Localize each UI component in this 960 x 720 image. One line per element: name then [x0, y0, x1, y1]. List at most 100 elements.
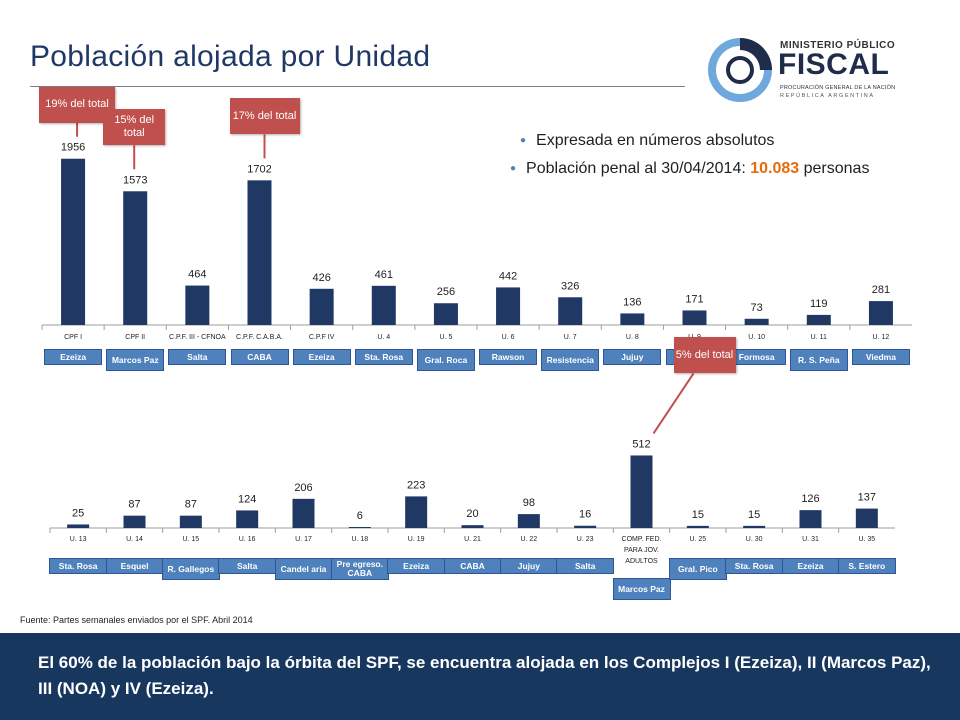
category-tick-label: U. 5 [440, 334, 453, 341]
bar-value-label: 442 [499, 270, 517, 282]
category-tick-label: PARA JOV. [624, 547, 659, 554]
location-box: Ezeiza [292, 349, 351, 365]
page-title: Población alojada por Unidad [30, 40, 431, 73]
location-box: Marcos Paz [106, 349, 165, 371]
location-box: Formosa [727, 349, 786, 365]
bar-value-label: 98 [523, 497, 535, 509]
bar-value-label: 119 [810, 298, 828, 310]
bar-u-9 [682, 310, 707, 325]
location-box: Ezeiza [387, 558, 446, 574]
bar-u-7 [558, 297, 583, 325]
title-divider [30, 86, 685, 87]
bar-u-6 [496, 287, 521, 325]
bar-u-19 [405, 496, 428, 528]
bar-value-label: 136 [623, 296, 641, 308]
location-box: Jujuy [603, 349, 662, 365]
location-box: Ezeiza [781, 558, 840, 574]
category-tick-label: U. 22 [520, 536, 537, 543]
location-box: Candel aria [274, 558, 333, 580]
percent-callout: 15% del total [103, 109, 166, 146]
bullet-dot-icon: ● [510, 163, 517, 175]
sun-emblem-icon [708, 38, 772, 102]
bar-value-label: 206 [294, 482, 312, 494]
location-box: Pre egreso. CABA [330, 558, 389, 580]
percent-callout: 5% del total [673, 337, 736, 374]
category-tick-label: U. 25 [689, 536, 706, 543]
bar-u-11 [806, 314, 831, 325]
bar-cpf-ii [123, 191, 148, 325]
callout-pointer [652, 372, 695, 435]
bar-u-8 [620, 313, 645, 325]
bar-value-label: 126 [801, 493, 819, 505]
bar-value-label: 1573 [123, 174, 147, 186]
bar-value-label: 137 [858, 492, 876, 504]
bar-u-35 [855, 508, 878, 528]
bullet-2-suffix: personas [803, 160, 870, 177]
bar-value-label: 464 [188, 269, 206, 281]
bar-u-5 [433, 303, 458, 325]
percent-callout: 19% del total [39, 86, 116, 123]
location-box: Gral. Pico [668, 558, 727, 580]
bar-c-p-f-iv [309, 288, 334, 325]
bar-value-label: 256 [437, 286, 455, 298]
bar-value-label: 281 [872, 284, 890, 296]
logo-line-2: FISCAL [778, 48, 890, 81]
bar-c-p-f-iii-cfnoa [185, 285, 210, 325]
bar-value-label: 15 [748, 509, 760, 521]
bullet-dot-icon: ● [520, 135, 527, 147]
bar-value-label: 461 [375, 269, 393, 281]
bar-u-21 [461, 525, 484, 528]
location-box: Salta [218, 558, 277, 574]
category-tick-label: ADULTOS [625, 558, 658, 565]
bar-value-label: 1956 [61, 142, 85, 154]
location-box: Salta [556, 558, 615, 574]
bar-u-12 [868, 301, 893, 325]
category-tick-label: C.P.F. III - CFNOA [169, 334, 226, 341]
category-tick-label: C.P.F. C.A.B.A. [236, 334, 283, 341]
category-tick-label: U. 10 [748, 334, 765, 341]
category-tick-label: U. 19 [408, 536, 425, 543]
logo-line-3: PROCURACIÓN GENERAL DE LA NACIÓN [780, 85, 896, 91]
category-tick-label: U. 31 [802, 536, 819, 543]
location-box: CABA [443, 558, 502, 574]
bar-value-label: 6 [357, 510, 363, 522]
category-tick-label: U. 17 [295, 536, 312, 543]
bar-cpf-i [61, 158, 86, 325]
bar-value-label: 426 [312, 272, 330, 284]
category-tick-label: U. 23 [577, 536, 594, 543]
location-box: Salta [168, 349, 227, 365]
location-box: Resistencia [541, 349, 600, 371]
logo-line-1: MINISTERIO PÚBLICO [780, 40, 896, 51]
bar-u-14 [123, 515, 146, 528]
bar-value-label: 73 [751, 302, 763, 314]
footer-text: El 60% de la población bajo la órbita de… [38, 653, 931, 698]
location-box: Sta. Rosa [354, 349, 413, 365]
bar-value-label: 87 [185, 499, 197, 511]
bar-comp-fed-para-jov-adultos [630, 455, 653, 528]
location-box: Rawson [479, 349, 538, 365]
bar-value-label: 16 [579, 509, 591, 521]
location-box: Jujuy [499, 558, 558, 574]
location-box: R. Gallegos [161, 558, 220, 580]
category-tick-label: U. 7 [564, 334, 577, 341]
bullet-1: ● Expresada en números absolutos [520, 132, 774, 150]
category-tick-label: CPF II [125, 334, 145, 341]
bar-c-p-f-c-a-b-a- [247, 180, 272, 325]
category-tick-label: U. 15 [182, 536, 199, 543]
bar-u-23 [574, 525, 597, 528]
bar-u-30 [743, 525, 766, 528]
category-tick-label: U. 14 [126, 536, 143, 543]
bullet-1-text: Expresada en números absolutos [536, 132, 775, 149]
bar-value-label: 124 [238, 493, 256, 505]
ministerio-publico-fiscal-logo: MINISTERIO PÚBLICO FISCAL PROCURACIÓN GE… [700, 30, 900, 110]
location-box: Esquel [105, 558, 164, 574]
category-tick-label: CPF I [64, 334, 82, 341]
category-tick-label: U. 8 [626, 334, 639, 341]
bar-u-16 [236, 510, 259, 528]
bar-u-10 [744, 318, 769, 325]
location-box: Marcos Paz [612, 578, 671, 600]
logo-line-4: REPÚBLICA ARGENTINA [780, 93, 875, 99]
category-tick-label: C.P.F IV [309, 334, 335, 341]
category-tick-label: U. 12 [873, 334, 890, 341]
